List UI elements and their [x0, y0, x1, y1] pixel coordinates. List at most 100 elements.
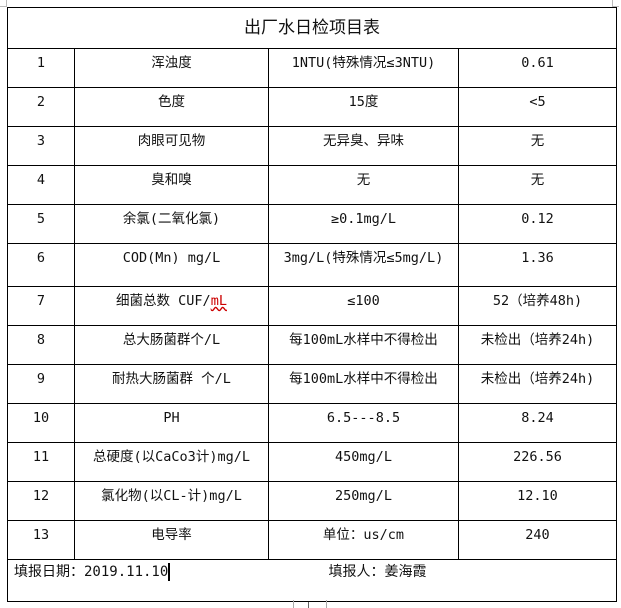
table-row: 10 PH 6.5---8.5 8.24	[7, 403, 617, 443]
cell-no[interactable]: 1	[7, 48, 75, 88]
cell-item[interactable]: 总大肠菌群个/L	[74, 325, 269, 365]
cell-no[interactable]: 12	[7, 481, 75, 521]
item-text: 浑浊度	[151, 55, 192, 71]
cell-item[interactable]: COD(Mn) mg/L	[74, 243, 269, 287]
ruler-tick	[293, 600, 327, 608]
cell-standard[interactable]: ≥0.1mg/L	[268, 204, 459, 244]
result-text: 无	[530, 133, 545, 149]
cell-result[interactable]: 52（培养48h)	[458, 286, 617, 326]
table-row: 7 细菌总数 CUF/mL ≤100 52（培养48h)	[7, 286, 617, 326]
cell-standard[interactable]: 3mg/L(特殊情况≤5mg/L)	[268, 243, 459, 287]
cell-standard[interactable]: 每100mL水样中不得检出	[268, 364, 459, 404]
cell-no[interactable]: 3	[7, 126, 75, 166]
cell-item[interactable]: 细菌总数 CUF/mL	[74, 286, 269, 326]
cell-result[interactable]: 0.12	[458, 204, 617, 244]
item-text: 肉眼可见物	[137, 133, 206, 149]
cell-item[interactable]: 耐热大肠菌群 个/L	[74, 364, 269, 404]
result-text: <5	[529, 94, 546, 110]
cell-no[interactable]: 5	[7, 204, 75, 244]
standard-text: 3mg/L(特殊情况≤5mg/L)	[283, 250, 444, 266]
result-text: 8.24	[521, 410, 554, 426]
result-text: 12.10	[517, 488, 558, 504]
cell-item[interactable]: 肉眼可见物	[74, 126, 269, 166]
cell-result[interactable]: 0.61	[458, 48, 617, 88]
cell-result[interactable]: 无	[458, 165, 617, 205]
fill-date[interactable]: 填报日期：2019.11.10	[7, 559, 269, 602]
cell-standard[interactable]: 15度	[268, 87, 459, 127]
table-row: 8 总大肠菌群个/L 每100mL水样中不得检出 未检出（培养24h)	[7, 325, 617, 365]
cell-result[interactable]: 240	[458, 520, 617, 560]
cell-no[interactable]: 11	[7, 442, 75, 482]
result-text: 0.12	[521, 211, 554, 227]
cell-result[interactable]: 1.36	[458, 243, 617, 287]
cell-item[interactable]: 氯化物(以CL-计)mg/L	[74, 481, 269, 521]
cell-standard[interactable]: 450mg/L	[268, 442, 459, 482]
table-row: 11 总硬度(以CaCo3计)mg/L 450mg/L 226.56	[7, 442, 617, 482]
cell-standard[interactable]: 单位：us/cm	[268, 520, 459, 560]
standard-text: ≤100	[347, 293, 380, 309]
table-row: 6 COD(Mn) mg/L 3mg/L(特殊情况≤5mg/L) 1.36	[7, 243, 617, 287]
no-text: 7	[36, 293, 46, 309]
cell-result[interactable]: 8.24	[458, 403, 617, 443]
cell-item[interactable]: 浑浊度	[74, 48, 269, 88]
standard-text: 450mg/L	[335, 449, 392, 465]
cell-item[interactable]: 臭和嗅	[74, 165, 269, 205]
table-title[interactable]: 出厂水日检项目表	[7, 7, 617, 49]
cell-no[interactable]: 6	[7, 243, 75, 287]
cell-result[interactable]: <5	[458, 87, 617, 127]
text-cursor	[168, 563, 171, 581]
no-text: 6	[36, 250, 46, 266]
table-row: 5 余氯(二氧化氯) ≥0.1mg/L 0.12	[7, 204, 617, 244]
item-text: 电导率	[151, 527, 192, 543]
no-text: 11	[32, 449, 50, 465]
fill-date-text: 填报日期：2019.11.10	[14, 564, 169, 580]
cell-result[interactable]: 未检出（培养24h)	[458, 364, 617, 404]
reporter[interactable]: 填报人：姜海霞	[268, 559, 617, 602]
cell-standard[interactable]: 无异臭、异味	[268, 126, 459, 166]
result-text: 1.36	[521, 250, 554, 266]
standard-text: 无	[356, 172, 371, 188]
cell-no[interactable]: 8	[7, 325, 75, 365]
no-text: 1	[36, 55, 46, 71]
page-corner-mark	[612, 0, 619, 7]
cell-result[interactable]: 无	[458, 126, 617, 166]
item-text: PH	[163, 410, 180, 426]
cell-no[interactable]: 7	[7, 286, 75, 326]
item-text: 耐热大肠菌群 个/L	[112, 371, 231, 387]
cell-no[interactable]: 2	[7, 87, 75, 127]
cell-item[interactable]: 余氯(二氧化氯)	[74, 204, 269, 244]
cell-no[interactable]: 10	[7, 403, 75, 443]
item-text: 细菌总数 CUF/	[116, 293, 211, 309]
table-row: 12 氯化物(以CL-计)mg/L 250mg/L 12.10	[7, 481, 617, 521]
standard-text: 无异臭、异味	[323, 133, 404, 149]
cell-standard[interactable]: 250mg/L	[268, 481, 459, 521]
cell-standard[interactable]: 1NTU(特殊情况≤3NTU)	[268, 48, 459, 88]
table-row: 2 色度 15度 <5	[7, 87, 617, 127]
table-row: 1 浑浊度 1NTU(特殊情况≤3NTU) 0.61	[7, 48, 617, 88]
cell-item[interactable]: 电导率	[74, 520, 269, 560]
cell-item[interactable]: 总硬度(以CaCo3计)mg/L	[74, 442, 269, 482]
no-text: 8	[36, 332, 46, 348]
cell-item[interactable]: PH	[74, 403, 269, 443]
cell-item[interactable]: 色度	[74, 87, 269, 127]
standard-text: 每100mL水样中不得检出	[289, 332, 438, 348]
cell-standard[interactable]: 每100mL水样中不得检出	[268, 325, 459, 365]
cell-no[interactable]: 9	[7, 364, 75, 404]
table-row: 3 肉眼可见物 无异臭、异味 无	[7, 126, 617, 166]
item-text: 余氯(二氧化氯)	[122, 211, 221, 227]
item-text: 总大肠菌群个/L	[122, 332, 221, 348]
item-text: 总硬度(以CaCo3计)mg/L	[93, 449, 250, 465]
no-text: 4	[36, 172, 46, 188]
result-text: 240	[525, 527, 550, 543]
cell-standard[interactable]: 6.5---8.5	[268, 403, 459, 443]
standard-text: 单位：us/cm	[322, 527, 405, 543]
table-row: 9 耐热大肠菌群 个/L 每100mL水样中不得检出 未检出（培养24h)	[7, 364, 617, 404]
cell-result[interactable]: 226.56	[458, 442, 617, 482]
cell-standard[interactable]: 无	[268, 165, 459, 205]
cell-no[interactable]: 4	[7, 165, 75, 205]
cell-result[interactable]: 未检出（培养24h)	[458, 325, 617, 365]
cell-standard[interactable]: ≤100	[268, 286, 459, 326]
cell-result[interactable]: 12.10	[458, 481, 617, 521]
cell-no[interactable]: 13	[7, 520, 75, 560]
no-text: 3	[36, 133, 46, 149]
